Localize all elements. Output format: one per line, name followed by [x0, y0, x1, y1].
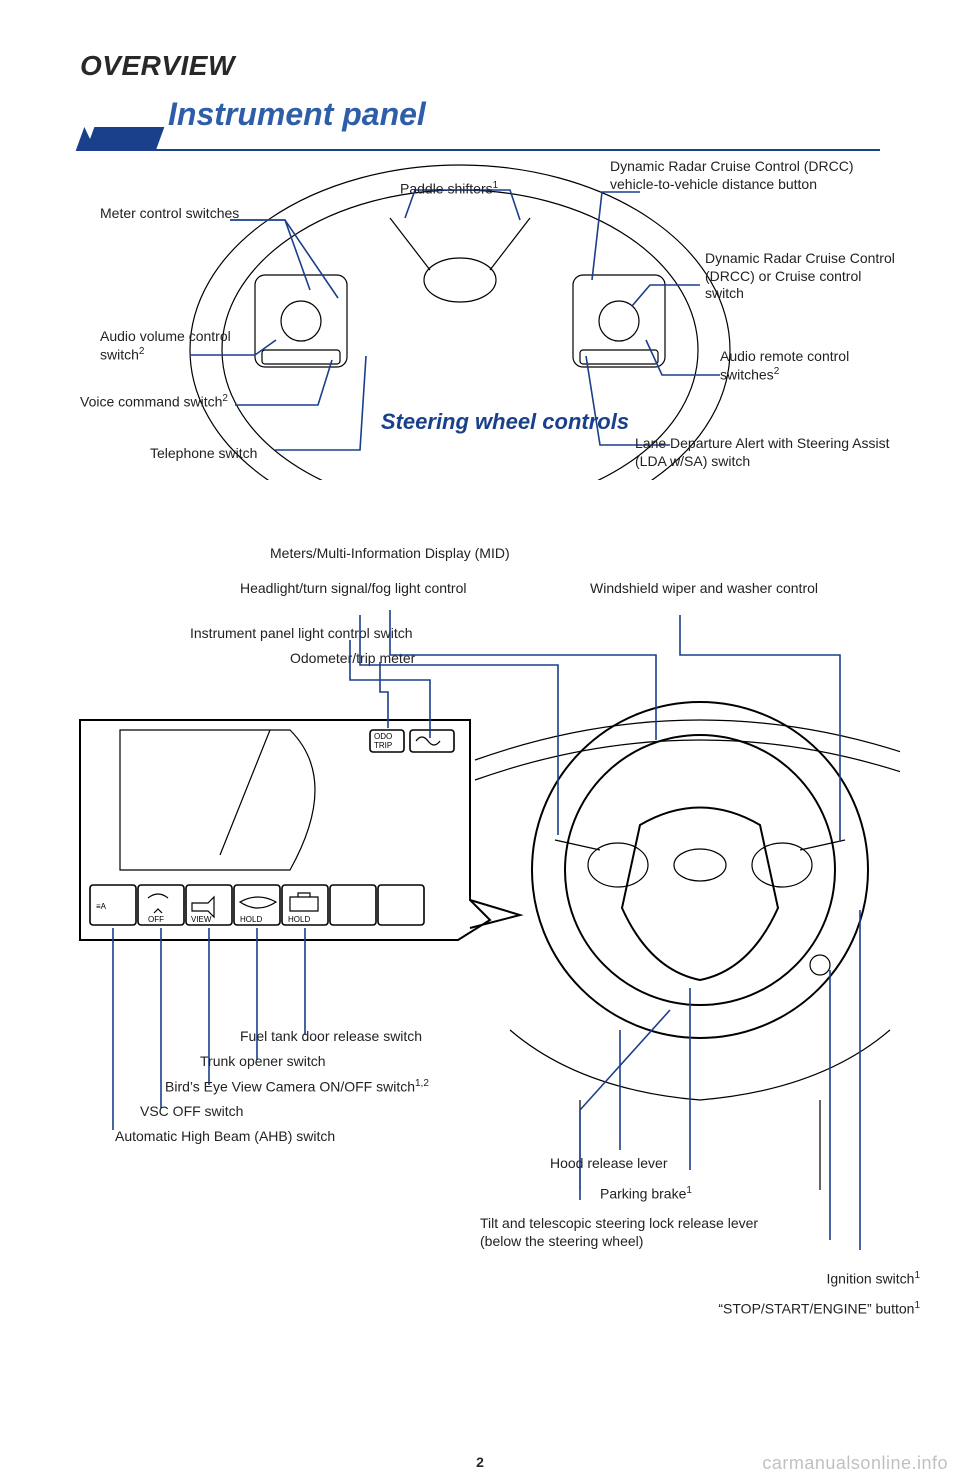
fuel-door-label: Fuel tank door release switch [240, 1028, 520, 1046]
parking-brake-label: Parking brake1 [600, 1185, 820, 1203]
drcc-label: Dynamic Radar Cruise Control (DRCC) or C… [705, 250, 895, 303]
instrument-panel-diagram: ODO TRIP ≡A OFF [60, 610, 900, 1250]
svg-text:VIEW: VIEW [191, 915, 212, 924]
svg-text:≡A: ≡A [96, 902, 107, 911]
meter-switch-label: Meter control switches [100, 205, 270, 223]
svg-text:ODO: ODO [374, 732, 392, 741]
vsc-label: VSC OFF switch [140, 1103, 400, 1121]
audio-remote-label: Audio remote control switches2 [720, 348, 895, 384]
parking-brake-text: Parking brake [600, 1186, 686, 1202]
section-title: OVERVIEW [80, 50, 880, 82]
svg-text:HOLD: HOLD [240, 915, 262, 924]
voice-cmd-label: Voice command switch2 [80, 393, 330, 411]
audio-remote-text: Audio remote control switches [720, 348, 849, 382]
bev-text: Bird’s Eye View Camera ON/OFF switch [165, 1079, 415, 1095]
bev-sup: 1,2 [415, 1078, 429, 1089]
ignition-label: Ignition switch1 [740, 1270, 920, 1288]
trunk-label: Trunk opener switch [200, 1053, 480, 1071]
wiper-label: Windshield wiper and washer control [590, 580, 900, 598]
steering-controls-caption: Steering wheel controls [335, 408, 675, 436]
ignition-text: Ignition switch [827, 1271, 915, 1287]
audio-vol-text: Audio volume control switch [100, 328, 231, 362]
svg-text:OFF: OFF [148, 915, 164, 924]
ahb-label: Automatic High Beam (AHB) switch [115, 1128, 435, 1146]
voice-cmd-sup: 2 [222, 393, 228, 404]
mid-label: Meters/Multi-Information Display (MID) [270, 545, 630, 563]
drcc-distance-label: Dynamic Radar Cruise Control (DRCC) vehi… [610, 158, 870, 193]
stopstart-text: “STOP/START/ENGINE” button [718, 1301, 914, 1317]
paddle-text: Paddle shifters [400, 181, 493, 197]
voice-cmd-text: Voice command switch [80, 394, 222, 410]
ignition-sup: 1 [914, 1270, 920, 1281]
page: OVERVIEW Instrument panel [0, 0, 960, 1484]
audio-vol-sup: 2 [139, 346, 145, 357]
parking-brake-sup: 1 [686, 1185, 692, 1196]
tilt-label-2: (below the steering wheel) [480, 1233, 860, 1251]
headlight-label: Headlight/turn signal/fog light control [240, 580, 580, 598]
audio-vol-label: Audio volume control switch2 [100, 328, 240, 364]
title-separator [80, 139, 880, 141]
telephone-label: Telephone switch [150, 445, 350, 463]
bev-label: Bird’s Eye View Camera ON/OFF switch1,2 [165, 1078, 525, 1096]
svg-text:TRIP: TRIP [374, 741, 392, 750]
stopstart-label: “STOP/START/ENGINE” button1 [640, 1300, 920, 1318]
page-title: Instrument panel [168, 96, 426, 133]
svg-text:HOLD: HOLD [288, 915, 310, 924]
lda-label: Lane Departure Alert with Steering Assis… [635, 435, 895, 470]
hood-release-label: Hood release lever [550, 1155, 770, 1173]
paddle-label: Paddle shifters1 [400, 180, 570, 198]
stopstart-sup: 1 [914, 1300, 920, 1311]
tilt-label-1: Tilt and telescopic steering lock releas… [480, 1215, 860, 1233]
paddle-sup: 1 [493, 180, 499, 191]
page-content: OVERVIEW Instrument panel [80, 50, 880, 1430]
watermark: carmanualsonline.info [762, 1453, 948, 1474]
audio-remote-sup: 2 [774, 366, 780, 377]
